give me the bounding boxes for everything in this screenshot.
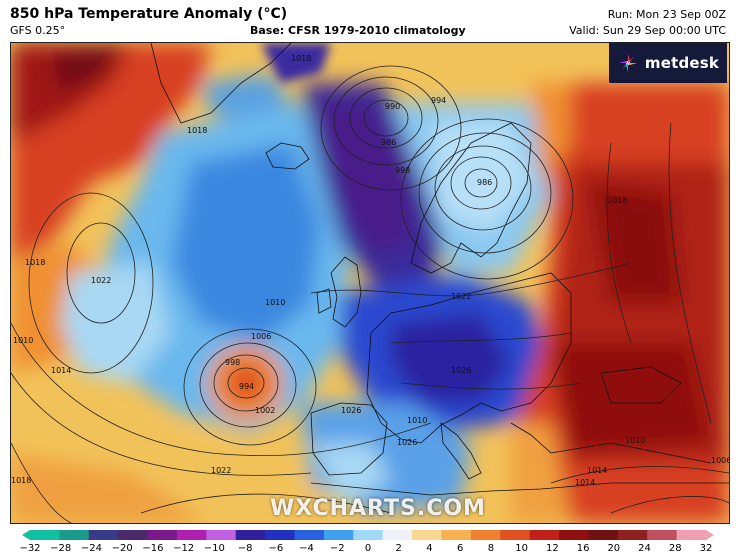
isobar-label: 1022: [451, 292, 471, 301]
isobar-label: 990: [385, 102, 400, 111]
wxcharts-watermark: WXCHARTS.COM: [270, 496, 486, 521]
colorbar-tick-label: −10: [203, 543, 225, 554]
colorbar-tick-label: −32: [19, 543, 41, 554]
valid-time-label: Valid: Sun 29 Sep 00:00 UTC: [569, 24, 726, 37]
colorbar-segment: [559, 530, 589, 540]
colorbar-segment: [529, 530, 560, 540]
colorbar-segment: [676, 530, 707, 540]
anomaly-field: [11, 43, 729, 523]
run-time-label: Run: Mon 23 Sep 00Z: [607, 8, 726, 21]
colorbar-segment: [412, 530, 442, 540]
model-label: GFS 0.25°: [10, 24, 66, 37]
colorbar-segment: [441, 530, 472, 540]
colorbar-tick-label: 16: [576, 543, 590, 554]
colorbar-segment: [235, 530, 266, 540]
colorbar-segment: [588, 530, 619, 540]
colorbar-segment: [59, 530, 90, 540]
isobar-label: 994: [431, 96, 446, 105]
colorbar-tick-label: −20: [111, 543, 133, 554]
metdesk-logo: metdesk: [609, 43, 727, 83]
isobar-label: 1018: [187, 126, 207, 135]
isobar-label: 1026: [397, 438, 417, 447]
colorbar-tick-label: 20: [607, 543, 621, 554]
chart-title: 850 hPa Temperature Anomaly (°C): [10, 6, 288, 22]
colorbar-segment: [647, 530, 678, 540]
isobar-label: 1006: [251, 332, 271, 341]
colorbar-tick-label: −12: [173, 543, 195, 554]
colorbar-segment: [88, 530, 119, 540]
colorbar-tick-label: 6: [456, 543, 464, 554]
metdesk-pinwheel-icon: [617, 52, 639, 74]
isobar-label: 1018: [25, 258, 45, 267]
colorbar-tick-label: 0: [364, 543, 372, 554]
colorbar-segment: [206, 530, 237, 540]
colorbar-arrow-left: [22, 530, 30, 540]
colorbar-arrow-right: [706, 530, 714, 540]
colorbar-tick-label: −24: [80, 543, 103, 554]
colorbar-tick-label: 8: [487, 543, 495, 554]
isobar-label: 998: [225, 358, 240, 367]
map-canvas: 990 986 994 986 998 1010 1018 1022 1014 …: [11, 43, 729, 523]
colorbar-segment: [323, 530, 354, 540]
colorbar-tick-label: −6: [268, 543, 284, 554]
colorbar-tick-label: 4: [426, 543, 433, 554]
colorbar-segment: [265, 530, 296, 540]
isobar-label: 1014: [575, 478, 595, 487]
isobar-label: 1026: [451, 366, 471, 375]
colorbar-segment: [382, 530, 413, 540]
isobar-label: 986: [381, 138, 396, 147]
colorbar-segment: [500, 530, 531, 540]
colorbar: [22, 530, 714, 540]
isobar-label: 1018: [11, 476, 31, 485]
isobar-label: 1010: [407, 416, 427, 425]
colorbar-tick-label: −4: [299, 543, 314, 554]
colorbar-segment: [617, 530, 648, 540]
isobars: [11, 65, 729, 523]
isobar-label: 1018: [607, 196, 627, 205]
isobar-label: 1026: [341, 406, 361, 415]
isobar-label: 1002: [255, 406, 275, 415]
metdesk-logo-text: metdesk: [644, 54, 720, 72]
isobar-label: 1014: [51, 366, 71, 375]
isobar-label: 986: [477, 178, 492, 187]
colorbar-segment: [176, 530, 207, 540]
colorbar-segment: [353, 530, 384, 540]
coastlines: [150, 43, 729, 496]
climatology-base-label: Base: CFSR 1979-2010 climatology: [250, 24, 466, 37]
isobar-label: 994: [239, 382, 254, 391]
colorbar-segment: [118, 530, 149, 540]
colorbar-tick-label: 28: [668, 543, 682, 554]
isobar-label: 1022: [211, 466, 231, 475]
isobar-label: 1010: [625, 436, 645, 445]
isobar-label: 1014: [587, 466, 607, 475]
colorbar-tick-label: 12: [545, 543, 559, 554]
colorbar-tick-label: 32: [699, 543, 713, 554]
colorbar-segment: [147, 530, 178, 540]
isobar-label: 1010: [265, 298, 285, 307]
colorbar-tick-label: 10: [515, 543, 528, 554]
isobar-label: 998: [395, 166, 410, 175]
colorbar-tick-label: 24: [638, 543, 651, 554]
colorbar-segment: [470, 530, 501, 540]
polar-accent: [261, 43, 331, 83]
colorbar-segment: [294, 530, 325, 540]
colorbar-tick-label: −2: [329, 543, 345, 554]
isobar-label: 1010: [13, 336, 33, 345]
colorbar-labels: −32 −28 −24 −20 −16 −12 −10 −8 −6 −4 −2 0 2 4 6 8 10 12 16…: [0, 543, 736, 559]
isobar-labels: 990 986 994 986 998 1010 1018 1022 1014 …: [11, 54, 729, 487]
isobar-label: 1022: [91, 276, 111, 285]
anomaly-map: 990 986 994 986 998 1010 1018 1022 1014 …: [10, 42, 730, 524]
colorbar-tick-label: 2: [395, 543, 402, 554]
colorbar-segment: [30, 530, 60, 540]
colorbar-tick-label: −28: [50, 543, 72, 554]
isobar-label: 1006: [711, 456, 729, 465]
colorbar-tick-label: −16: [142, 543, 164, 554]
isobar-label: 1018: [291, 54, 311, 63]
colorbar-tick-label: −8: [237, 543, 253, 554]
